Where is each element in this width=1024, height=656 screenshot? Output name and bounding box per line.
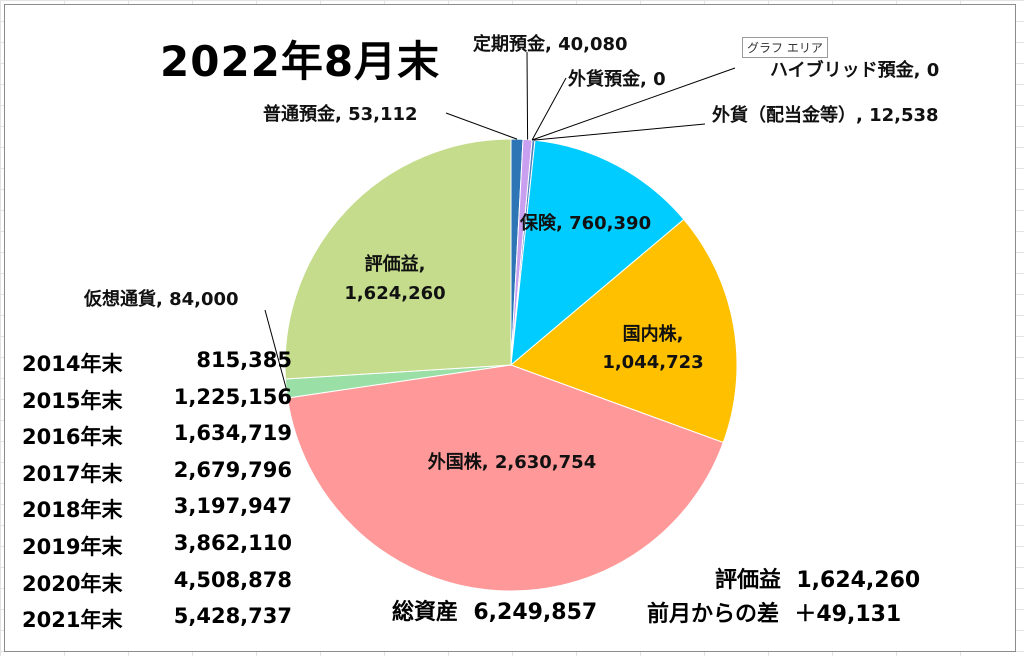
data-label-kokunai-kabu-value: 1,044,723 [602, 352, 703, 373]
total-assets-label: 総資産 [392, 600, 459, 625]
pie-slice-hoken[interactable] [510, 139, 685, 367]
year-label: 2016年末 [22, 425, 123, 450]
data-label-kaso-tsuka: 仮想通貨, 84,000 [83, 288, 239, 310]
year-value: 815,385 [196, 348, 292, 372]
data-label-kokunai-kabu: 国内株, [623, 323, 684, 345]
leader-line-futsu-yokin [445, 112, 518, 140]
year-row: 2021年末 5,428,737 [22, 604, 292, 641]
diff-label: 前月からの差 [647, 602, 780, 627]
leader-line-gaika-yokin [531, 77, 567, 141]
month-over-month-diff: 前月からの差 ＋49,131 [647, 596, 901, 628]
total-assets: 総資産 6,249,857 [392, 594, 597, 626]
data-label-hybrid-yokin: ハイブリッド預金, 0 [770, 59, 939, 81]
year-label: 2015年末 [22, 388, 123, 413]
data-label-gaika-haito: 外貨（配当金等）, 12,538 [712, 104, 939, 126]
year-row: 2014年末 815,385 [22, 348, 292, 385]
pie-slice-kokunai-kabu[interactable] [510, 218, 738, 444]
year-value: 4,508,878 [173, 567, 292, 592]
diff-value: ＋49,131 [794, 602, 902, 627]
year-label: 2019年末 [22, 534, 123, 559]
leader-line-hybrid-yokin [531, 67, 736, 141]
data-label-gaikoku-kabu: 外国株, 2,630,754 [428, 451, 596, 473]
data-label-futsu-yokin: 普通預金, 53,112 [263, 103, 418, 125]
year-value: 5,428,737 [173, 604, 292, 629]
data-label-hyokaeki-value: 1,624,260 [344, 283, 445, 304]
leader-line-kaso-tsuka [264, 309, 287, 389]
data-label-gaika-yokin: 外貨預金, 0 [568, 68, 666, 90]
year-value: 3,197,947 [173, 494, 292, 519]
year-value: 1,225,156 [173, 384, 292, 409]
pie-slice-hyokaeki[interactable] [284, 138, 512, 380]
chart-title: 2022年8月末 [160, 37, 441, 86]
pie-slice-gaikoku-kabu[interactable] [286, 364, 724, 592]
leader-line-teiki-yokin [526, 51, 529, 140]
leader-line-gaika-haito [533, 123, 706, 141]
year-row: 2015年末 1,225,156 [22, 385, 292, 422]
year-row: 2019年末 3,862,110 [22, 531, 292, 568]
data-label-hyokaeki: 評価益, [365, 253, 426, 275]
year-end-totals-table: 2014年末 815,385 2015年末 1,225,156 2016年末 1,63… [22, 348, 292, 641]
year-row: 2017年末 2,679,796 [22, 458, 292, 495]
year-row: 2018年末 3,197,947 [22, 494, 292, 531]
year-value: 1,634,719 [173, 421, 292, 446]
year-label: 2021年末 [22, 608, 123, 633]
data-label-hoken: 保険, 760,390 [519, 212, 651, 234]
year-label: 2017年末 [22, 461, 123, 486]
evaluation-gain-label: 評価益 [715, 568, 782, 593]
year-label: 2014年末 [22, 352, 123, 376]
year-row: 2016年末 1,634,719 [22, 421, 292, 458]
chart-area-tooltip: グラフ エリア [742, 37, 828, 58]
total-assets-value: 6,249,857 [473, 600, 598, 625]
year-label: 2018年末 [22, 498, 123, 523]
evaluation-gain-value: 1,624,260 [796, 568, 921, 593]
data-label-teiki-yokin: 定期預金, 40,080 [473, 33, 628, 55]
year-row: 2020年末 4,508,878 [22, 568, 292, 605]
year-value: 2,679,796 [173, 457, 292, 482]
evaluation-gain: 評価益 1,624,260 [715, 562, 920, 594]
year-label: 2020年末 [22, 571, 123, 596]
year-value: 3,862,110 [173, 530, 292, 555]
